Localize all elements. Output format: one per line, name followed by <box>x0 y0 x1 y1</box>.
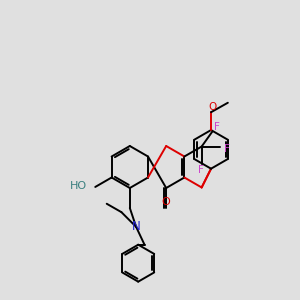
Text: O: O <box>208 102 216 112</box>
Text: F: F <box>214 122 220 132</box>
Text: N: N <box>132 220 140 233</box>
Text: HO: HO <box>70 181 87 191</box>
Text: F: F <box>224 143 230 154</box>
Text: F: F <box>198 165 204 176</box>
Text: O: O <box>162 197 171 207</box>
